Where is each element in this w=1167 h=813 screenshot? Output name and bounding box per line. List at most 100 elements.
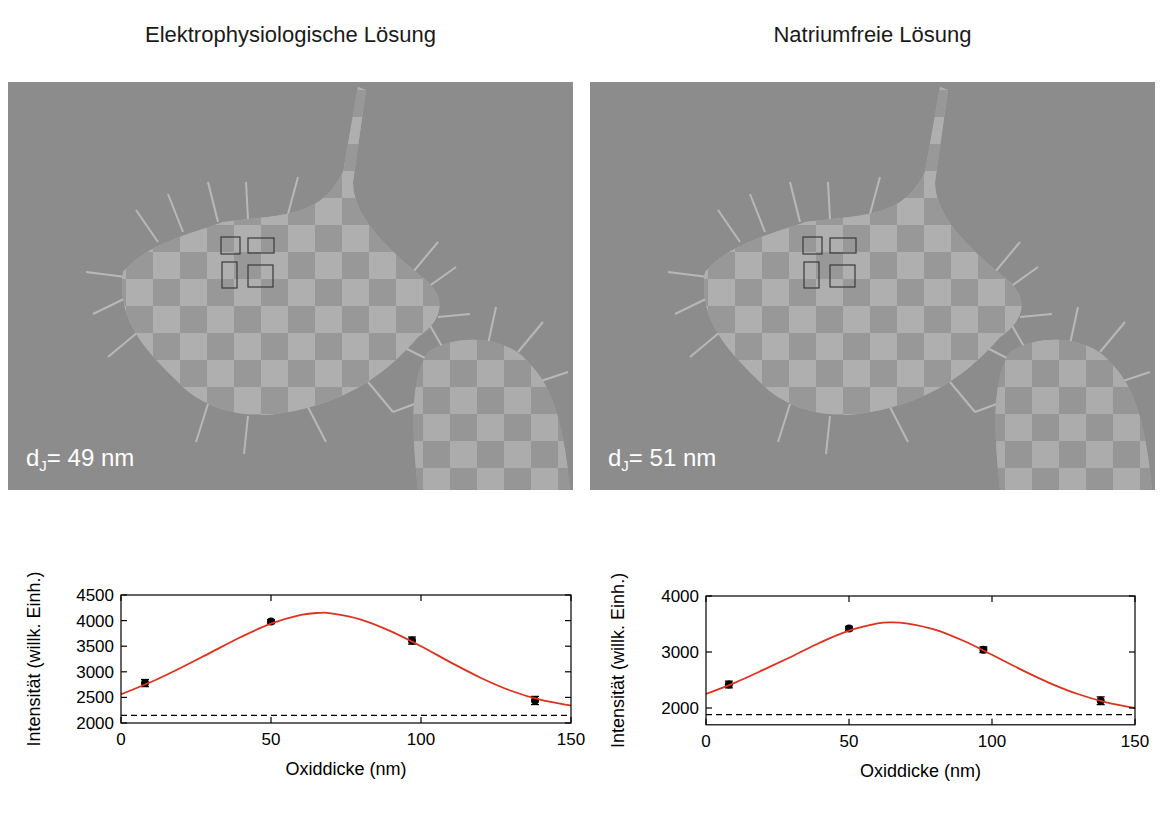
- x-tick: [848, 719, 849, 725]
- y-tick: [1129, 651, 1135, 652]
- y-tick: [565, 620, 571, 621]
- y-tick: [565, 722, 571, 723]
- x-tick: [420, 717, 421, 723]
- filopodium: [1070, 307, 1078, 344]
- x-tick-label: 0: [701, 732, 710, 751]
- filopodium: [196, 404, 208, 442]
- y-axis-title: Intensität (willk. Einh.): [608, 573, 628, 748]
- y-tick: [565, 697, 571, 698]
- x-tick: [991, 596, 992, 602]
- filopodium: [675, 297, 710, 314]
- y-tick-label: 3000: [76, 663, 114, 682]
- baseline: [706, 714, 1135, 715]
- y-tick: [1129, 595, 1135, 596]
- y-tick-label: 2500: [76, 688, 114, 707]
- y-tick: [706, 651, 712, 652]
- fit-curve: [706, 622, 1135, 708]
- filopodium: [690, 332, 720, 357]
- x-tick: [705, 596, 706, 602]
- x-tick-label: 150: [1121, 732, 1149, 751]
- filopodium: [750, 194, 765, 232]
- x-tick: [1134, 596, 1135, 602]
- x-tick-label: 0: [116, 730, 125, 749]
- y-tick-label: 2000: [661, 699, 699, 718]
- y-tick: [121, 722, 127, 723]
- y-tick-label: 4000: [76, 612, 114, 631]
- y-tick: [565, 646, 571, 647]
- chart: 050100150200025003000350040004500Oxiddic…: [24, 571, 585, 779]
- roi: [803, 237, 822, 254]
- micrograph: dJ= 49 nm: [8, 82, 573, 490]
- filopodium: [488, 307, 496, 344]
- fit-curve: [121, 613, 571, 706]
- filopodium: [413, 242, 438, 272]
- baseline: [121, 715, 571, 716]
- roi: [248, 265, 273, 287]
- filopodium: [1020, 314, 1052, 317]
- filopodium: [168, 194, 183, 232]
- plot-data: [121, 613, 571, 716]
- gap-label: dJ= 51 nm: [608, 444, 716, 474]
- y-tick-label: 4000: [661, 587, 699, 606]
- filopodium: [718, 210, 740, 242]
- filopodium: [668, 272, 708, 277]
- x-tick-label: 150: [557, 730, 585, 749]
- filopodium: [93, 297, 128, 314]
- filopodium: [136, 210, 158, 242]
- filopodium: [870, 177, 880, 214]
- x-tick-label: 100: [978, 732, 1006, 751]
- filopodium: [778, 404, 790, 442]
- y-tick-label: 3000: [661, 643, 699, 662]
- x-tick: [570, 717, 571, 723]
- y-tick-label: 4500: [76, 586, 114, 605]
- filopodium: [308, 407, 326, 442]
- x-axis-title: Oxiddicke (nm): [285, 759, 406, 779]
- filopodium: [790, 182, 800, 222]
- filopodium: [826, 416, 830, 454]
- x-tick-label: 50: [840, 732, 859, 751]
- y-tick: [121, 697, 127, 698]
- roi: [830, 265, 855, 287]
- x-tick: [420, 595, 421, 601]
- filopodium: [1010, 267, 1038, 287]
- y-axis-title: Intensität (willk. Einh.): [24, 571, 44, 746]
- checkerboard: [8, 82, 573, 490]
- filopodium: [368, 382, 393, 412]
- roi: [804, 262, 819, 288]
- filopodium: [828, 182, 830, 219]
- filopodium: [428, 267, 456, 287]
- gap-label: dJ= 49 nm: [26, 444, 134, 474]
- micrograph: dJ= 51 nm: [590, 82, 1155, 490]
- filopodium: [518, 322, 543, 352]
- x-tick-label: 50: [262, 730, 281, 749]
- roi: [221, 237, 240, 254]
- y-tick: [565, 671, 571, 672]
- y-tick-label: 3500: [76, 637, 114, 656]
- filopodium: [950, 382, 975, 412]
- plot-frame: [121, 595, 571, 723]
- panel-title: Elektrophysiologische Lösung: [145, 22, 436, 47]
- plot-frame: [706, 596, 1135, 725]
- y-tick: [565, 594, 571, 595]
- chart: 050100150200030004000Oxiddicke (nm)Inten…: [608, 573, 1149, 781]
- roi: [222, 262, 237, 288]
- x-tick: [991, 719, 992, 725]
- filopodium: [1100, 322, 1125, 352]
- filopodium: [438, 314, 470, 317]
- x-tick: [570, 595, 571, 601]
- filopodium: [208, 182, 218, 222]
- roi: [830, 238, 856, 253]
- x-tick: [120, 717, 121, 723]
- filopodium: [890, 407, 908, 442]
- filopodium: [995, 242, 1020, 272]
- x-tick: [270, 595, 271, 601]
- panel-title: Natriumfreie Lösung: [773, 22, 971, 47]
- checkerboard: [590, 82, 1155, 490]
- x-tick-label: 100: [407, 730, 435, 749]
- filopodium: [86, 272, 126, 277]
- plot-data: [706, 622, 1135, 714]
- image-ground: [590, 82, 1155, 490]
- x-tick: [270, 717, 271, 723]
- roi: [248, 238, 274, 253]
- y-tick: [706, 595, 712, 596]
